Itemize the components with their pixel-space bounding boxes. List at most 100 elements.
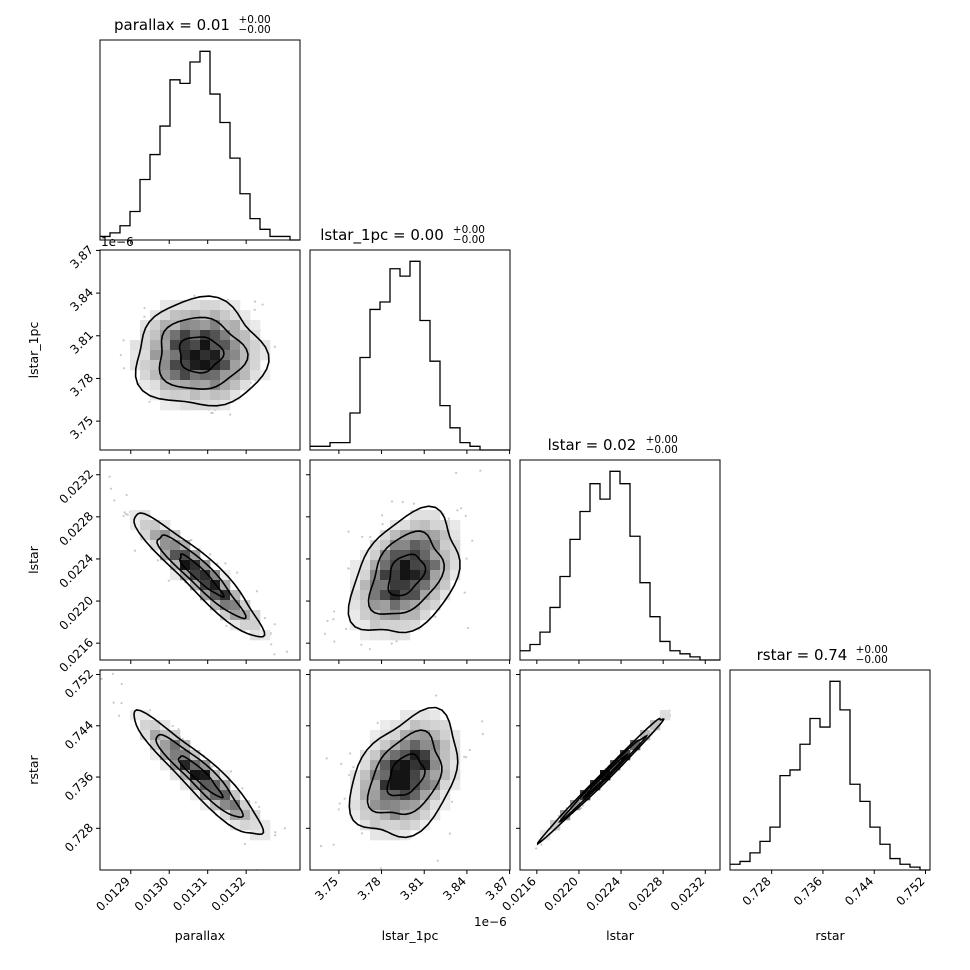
sample-point	[360, 643, 363, 646]
density-cell	[140, 330, 151, 341]
density-cell	[210, 600, 221, 611]
density-cell	[420, 570, 431, 581]
density-cell	[430, 710, 441, 721]
density-cell	[400, 540, 411, 551]
density-cell	[210, 390, 221, 401]
sample-point	[258, 805, 261, 809]
hist-bin	[260, 229, 270, 240]
contour-line	[133, 512, 266, 638]
density-cell	[360, 600, 371, 611]
density-cell	[400, 710, 411, 721]
sample-point	[123, 511, 126, 514]
density-cell	[170, 750, 181, 761]
density-cell	[200, 380, 211, 391]
density-cell	[170, 390, 181, 401]
density-cell	[180, 380, 191, 391]
density-cell	[410, 540, 421, 551]
panel-parallax-vs-lstar_1pc	[119, 294, 316, 416]
contour-line	[348, 706, 459, 839]
density-cell	[390, 750, 401, 761]
density-cell	[170, 340, 181, 351]
density-cell	[140, 710, 151, 721]
density-cell	[600, 770, 611, 781]
title-rstar: rstar = 0.74	[757, 646, 848, 664]
sample-point	[379, 867, 383, 870]
density-cell	[590, 780, 601, 791]
density-cell	[160, 320, 171, 331]
sample-point	[148, 400, 151, 403]
sample-point	[301, 864, 303, 866]
contour-line	[366, 729, 443, 816]
density-cell	[430, 580, 441, 591]
density-cell	[400, 560, 411, 571]
sample-point	[540, 843, 543, 846]
density-cell	[360, 580, 371, 591]
density-cell	[440, 740, 451, 751]
density-cell	[410, 740, 421, 751]
sample-point	[465, 557, 468, 560]
hist-bin	[530, 645, 540, 660]
title-parallax: parallax = 0.01	[114, 16, 230, 34]
sample-point	[314, 378, 316, 380]
density-cell	[150, 530, 161, 541]
sample-point	[241, 787, 244, 790]
density-cell	[370, 600, 381, 611]
density-cell	[260, 820, 271, 831]
sample-point	[459, 507, 463, 510]
density-cell	[170, 400, 181, 411]
hist-bin	[770, 827, 780, 870]
density-cell	[170, 540, 181, 551]
sample-point	[255, 590, 258, 593]
density-cell	[160, 360, 171, 371]
density-cell	[170, 320, 181, 331]
title-lstar_1pc: lstar_1pc = 0.00	[320, 226, 444, 245]
hist-bin	[380, 302, 390, 450]
density-cell	[230, 590, 241, 601]
density-cell	[440, 790, 451, 801]
density-cell	[380, 780, 391, 791]
sample-point	[210, 411, 213, 414]
density-cell	[390, 530, 401, 541]
density-cell	[410, 530, 421, 541]
density-cell	[250, 340, 261, 351]
density-cell	[420, 510, 431, 521]
sample-point	[274, 831, 277, 834]
density-cell	[410, 720, 421, 731]
x-tick-label: 0.728	[740, 874, 774, 908]
density-cell	[360, 620, 371, 631]
y-tick-label: 3.78	[67, 371, 96, 400]
density-cell	[410, 810, 421, 821]
density-cell	[380, 740, 391, 751]
density-cell	[220, 810, 231, 821]
sample-point	[338, 802, 341, 805]
hist-bin	[170, 80, 180, 240]
density-cell	[230, 390, 241, 401]
density-cell	[400, 730, 411, 741]
density-cell	[370, 540, 381, 551]
sample-point	[96, 494, 98, 496]
density-cell	[190, 370, 201, 381]
sample-point	[122, 514, 125, 518]
density-cell	[160, 340, 171, 351]
hist-bin	[800, 744, 810, 870]
panel-lstar_1pc-vs-rstar	[319, 694, 484, 870]
density-cell	[380, 760, 391, 771]
density-cell	[410, 820, 421, 831]
hist-bin	[140, 179, 150, 240]
density-cell	[390, 810, 401, 821]
sample-point	[349, 752, 352, 755]
sample-point	[535, 847, 538, 850]
contour-line	[133, 709, 265, 836]
density-cell	[150, 540, 161, 551]
density-cell	[370, 750, 381, 761]
sample-point	[333, 640, 336, 643]
density-cell	[390, 580, 401, 591]
title-err-minus: −0.00	[239, 24, 271, 36]
density-cell	[190, 790, 201, 801]
sample-point	[253, 308, 256, 311]
density-cell	[230, 820, 241, 831]
x-tick-label: 3.84	[440, 874, 469, 903]
title-err-plus: +0.00	[856, 644, 888, 656]
sample-point	[133, 549, 137, 552]
sample-point	[390, 500, 394, 503]
